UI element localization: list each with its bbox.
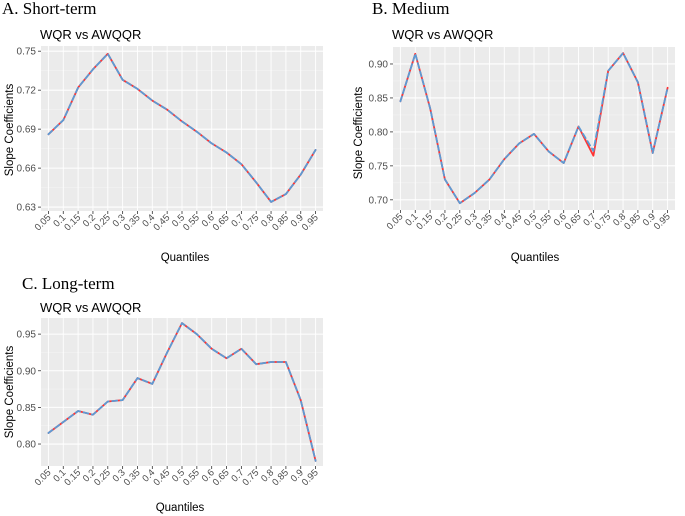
- panel-c-x-tick-label: 0.25: [92, 467, 113, 488]
- panel-b-x-tick-label: 0.25: [444, 211, 465, 232]
- panel-c-x-tick-label: 0.65: [211, 467, 232, 488]
- panel-c-x-axis-title: Quantiles: [156, 502, 205, 514]
- panel-a-y-tick-label: 0.69: [17, 125, 37, 136]
- panel-a-x-tick-label: 0.15: [62, 212, 83, 233]
- panel-b-y-tick-label: 0.75: [369, 161, 389, 172]
- panel-a-y-axis-title: Slope Coefficients: [4, 84, 16, 177]
- panel-b-series-awqqr-line: [399, 52, 669, 205]
- panel-a-x-tick-label: 0.05: [33, 212, 54, 233]
- panel-c-series-awqqr-line: [47, 322, 317, 462]
- panel-a-y-tick-label: 0.75: [17, 47, 37, 58]
- panel-b-x-axis-title: Quantiles: [511, 252, 560, 264]
- panel-b-title: WQR vs AWQQR: [392, 27, 493, 42]
- panel-a-series-awqqr-line: [47, 52, 317, 203]
- panel-c-y-axis-title: Slope Coefficients: [4, 346, 16, 439]
- panel-a-x-tick-label: 0.45: [151, 212, 172, 233]
- panel-b-medium: B. Medium WQR vs AWQQR 0.70 0.75 0.80 0.85 0…: [353, 0, 675, 264]
- panel-b-y-tick-label: 0.90: [369, 59, 389, 70]
- panel-a-label: A. Short-term: [2, 0, 96, 18]
- panel-a-y-tick-label: 0.66: [17, 164, 37, 175]
- panel-b-x-tick-label: 0.95: [652, 211, 673, 232]
- panel-b-x-tick-label: 0.15: [414, 211, 435, 232]
- panel-a-x-tick-label: 0.25: [92, 212, 113, 233]
- panel-b-x-tick-label: 0.75: [592, 211, 613, 232]
- panel-c-label: C. Long-term: [22, 274, 115, 293]
- panel-c-x-tick-label: 0.05: [33, 467, 54, 488]
- panel-a-y-tick-label: 0.63: [17, 203, 37, 214]
- panel-a-x-axis-title: Quantiles: [161, 252, 210, 264]
- panel-b-y-tick-label: 0.70: [369, 195, 389, 206]
- panel-b-y-tick-label: 0.85: [369, 93, 389, 104]
- panel-a-y-tick-label: 0.72: [17, 86, 37, 97]
- panel-b-x-tick-label: 0.55: [533, 211, 554, 232]
- panel-a-x-tick-label: 0.55: [181, 212, 202, 233]
- panel-b-label: B. Medium: [372, 0, 449, 18]
- panel-b-y-tick-label: 0.80: [369, 127, 389, 138]
- panel-a-title: WQR vs AWQQR: [40, 27, 141, 42]
- panel-c-y-tick-label: 0.90: [17, 366, 37, 377]
- panel-c-x-tick-label: 0.45: [151, 467, 172, 488]
- panel-c-title: WQR vs AWQQR: [40, 300, 141, 315]
- panel-c-y-tick-label: 0.80: [17, 440, 37, 451]
- panel-b-x-tick-label: 0.35: [474, 211, 495, 232]
- panel-b-x-tick-label: 0.45: [503, 211, 524, 232]
- panel-a-x-tick-label: 0.35: [122, 212, 143, 233]
- panel-b-x-tick-label: 0.65: [563, 211, 584, 232]
- panel-c-x-tick-label: 0.15: [62, 467, 83, 488]
- panel-a-x-tick-label: 0.65: [211, 212, 232, 233]
- panel-a-x-tick-label: 0.75: [240, 212, 261, 233]
- panel-b-x-tick-label: 0.85: [622, 211, 643, 232]
- panel-c-x-tick-label: 0.85: [270, 467, 291, 488]
- panel-b-x-tick-label: 0.05: [385, 211, 406, 232]
- panel-a-x-tick-label: 0.85: [270, 212, 291, 233]
- panel-c-y-tick-label: 0.85: [17, 403, 37, 414]
- panel-c-x-tick-label: 0.55: [181, 467, 202, 488]
- panel-c-long-term: C. Long-term WQR vs AWQQR 0.80 0.85 0.90 0.…: [4, 274, 323, 514]
- panel-c-x-tick-label: 0.75: [240, 467, 261, 488]
- panel-b-y-axis-title: Slope Coefficients: [353, 87, 365, 180]
- panel-a-x-tick-label: 0.95: [300, 212, 321, 233]
- panel-a-short-term: A. Short-term WQR vs AWQQR 0.63 0.66 0.69 0…: [2, 0, 323, 264]
- panel-c-y-tick-label: 0.95: [17, 330, 37, 341]
- panel-c-x-tick-label: 0.35: [122, 467, 143, 488]
- panel-c-x-tick-label: 0.95: [300, 467, 321, 488]
